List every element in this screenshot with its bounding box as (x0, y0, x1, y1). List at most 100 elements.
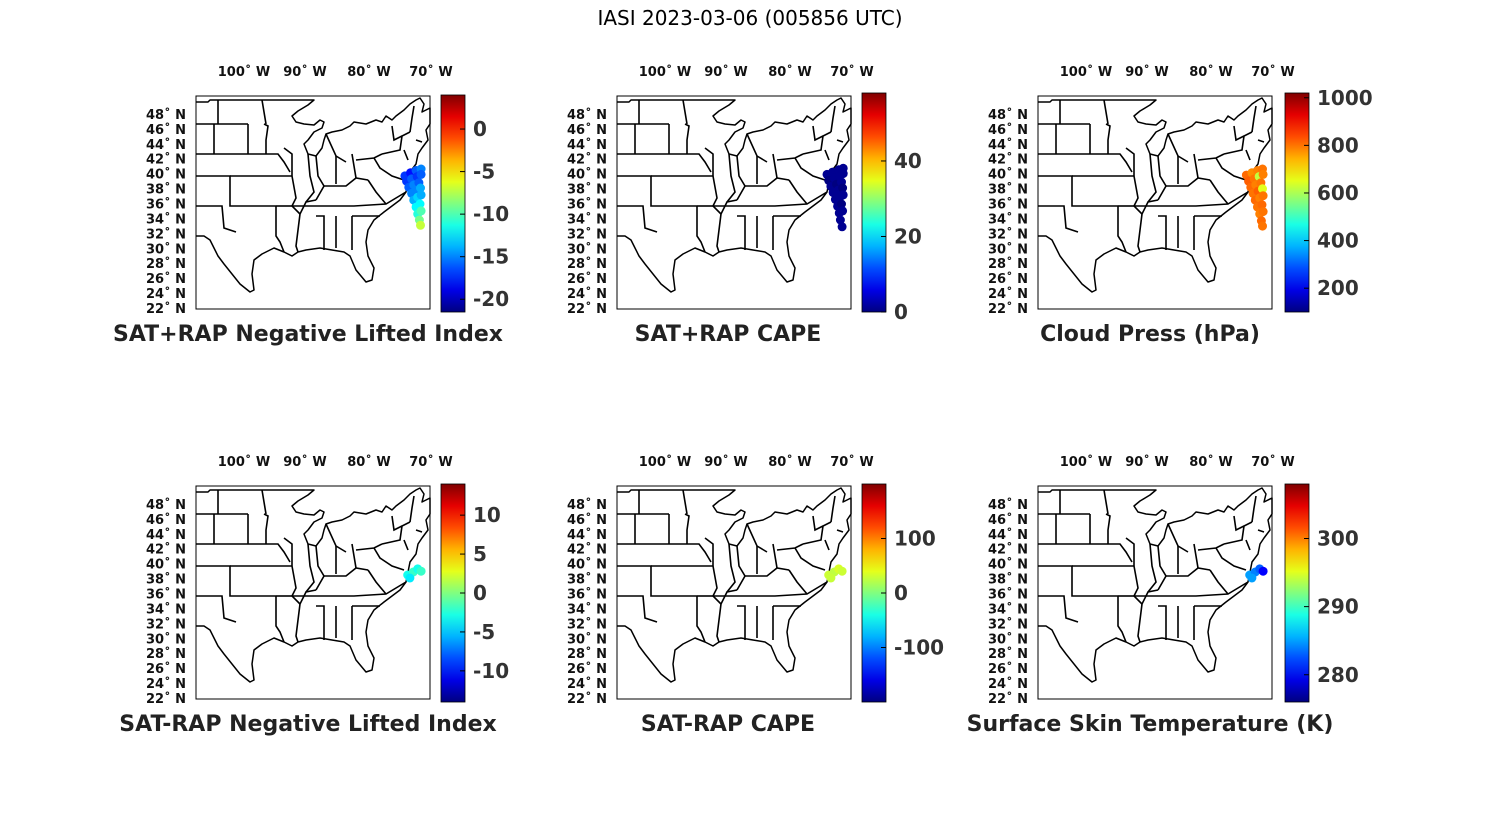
state-border (736, 545, 746, 591)
map-panel-6: 100˚ W 90˚ W 80˚ W 70˚ W 48˚ N46˚ N44˚ N42˚ … (967, 454, 1359, 737)
lat-tick-label: 46˚ N (988, 512, 1028, 528)
lon-tick-label: 80˚ W (1189, 64, 1232, 80)
state-border (196, 565, 276, 597)
state-border (381, 131, 411, 155)
state-border (1038, 205, 1079, 233)
lat-tick-label: 30˚ N (988, 631, 1028, 647)
map-panel-3: 100˚ W 90˚ W 80˚ W 70˚ W 48˚ N46˚ N44˚ N42˚ … (988, 64, 1373, 347)
state-border (617, 595, 658, 623)
lon-tick-label: 70˚ W (830, 64, 873, 80)
state-border (812, 125, 824, 142)
state-border (788, 179, 808, 205)
state-border (1105, 123, 1111, 154)
lon-tick-label: 100˚ W (639, 64, 692, 80)
state-border (351, 543, 357, 569)
lat-tick-label: 46˚ N (988, 122, 1028, 138)
data-point (838, 183, 848, 193)
state-border (713, 191, 828, 207)
map-frame (1037, 95, 1273, 310)
state-border (788, 569, 808, 595)
lat-tick-label: 22˚ N (567, 301, 607, 317)
lat-tick-label: 48˚ N (988, 497, 1028, 513)
data-point (416, 169, 426, 179)
data-point (416, 566, 426, 576)
state-border (1117, 596, 1127, 643)
lat-tick-label: 26˚ N (146, 661, 186, 677)
state-border (1166, 177, 1211, 187)
lat-tick-label: 28˚ N (146, 646, 186, 662)
data-point (1258, 221, 1267, 231)
state-border (1134, 191, 1249, 207)
lat-tick-label: 42˚ N (567, 542, 607, 558)
state-border (794, 547, 826, 571)
state-border (617, 565, 697, 597)
lon-tick-label: 80˚ W (347, 64, 390, 80)
state-border (1117, 206, 1127, 253)
lat-tick-label: 46˚ N (567, 122, 607, 138)
state-border (1105, 513, 1111, 544)
colorbar-tick-label: 20 (894, 224, 922, 248)
data-point (838, 206, 848, 216)
state-border (1141, 199, 1159, 215)
lon-tick-label: 80˚ W (347, 454, 390, 470)
lat-tick-label: 42˚ N (988, 152, 1028, 168)
lat-tick-label: 32˚ N (988, 616, 1028, 632)
lat-tick-label: 40˚ N (988, 557, 1028, 573)
lat-tick-label: 38˚ N (567, 182, 607, 198)
state-border (1158, 605, 1167, 640)
state-border (1147, 153, 1157, 203)
colorbar-tick-label: 40 (894, 149, 922, 173)
map-panel-4: 100˚ W 90˚ W 80˚ W 70˚ W 48˚ N46˚ N44˚ N42˚ … (119, 454, 509, 737)
data-point (405, 573, 415, 583)
state-border (1157, 155, 1167, 201)
state-border (830, 495, 836, 523)
state-border (1257, 139, 1265, 143)
state-border (196, 175, 276, 207)
state-border (261, 99, 267, 125)
lat-tick-label: 36˚ N (988, 587, 1028, 603)
lon-tick-label: 100˚ W (218, 64, 271, 80)
data-point (835, 215, 845, 225)
panel-title: SAT+RAP CAPE (635, 322, 822, 347)
colorbar-tick-label: 200 (1317, 276, 1359, 300)
map-frame (616, 485, 852, 700)
state-border (316, 215, 325, 250)
state-border (299, 199, 317, 215)
state-border (687, 153, 712, 173)
lon-tick-label: 100˚ W (218, 454, 271, 470)
us-state-map (617, 97, 852, 293)
lon-tick-label: 90˚ W (283, 454, 326, 470)
colorbar-tick-label: 300 (1317, 527, 1359, 551)
state-border (1133, 175, 1143, 215)
data-point (1257, 200, 1267, 210)
data-point (416, 183, 425, 193)
state-border (696, 596, 706, 643)
lat-tick-label: 30˚ N (567, 241, 607, 257)
lon-tick-label: 100˚ W (1060, 64, 1113, 80)
lat-tick-label: 42˚ N (146, 542, 186, 558)
lon-tick-label: 100˚ W (1060, 454, 1113, 470)
lat-tick-label: 28˚ N (988, 646, 1028, 662)
lat-tick-label: 34˚ N (146, 211, 186, 227)
data-point (416, 190, 426, 200)
colorbar-tick-label: 100 (894, 527, 936, 551)
state-border (696, 206, 706, 253)
state-border (682, 99, 688, 125)
coastline (617, 487, 852, 683)
lat-tick-label: 46˚ N (146, 512, 186, 528)
state-border (716, 213, 722, 253)
lon-tick-label: 80˚ W (768, 454, 811, 470)
state-border (794, 157, 826, 181)
state-border (283, 147, 293, 176)
state-border (1233, 125, 1245, 142)
data-point (837, 222, 847, 232)
data-point (1258, 169, 1268, 179)
state-border (292, 581, 407, 597)
state-border (720, 589, 738, 605)
state-border (291, 565, 301, 605)
state-border (196, 595, 237, 623)
state-border (720, 199, 738, 215)
state-border (830, 105, 836, 133)
lon-tick-label: 90˚ W (704, 64, 747, 80)
lat-tick-label: 26˚ N (146, 271, 186, 287)
